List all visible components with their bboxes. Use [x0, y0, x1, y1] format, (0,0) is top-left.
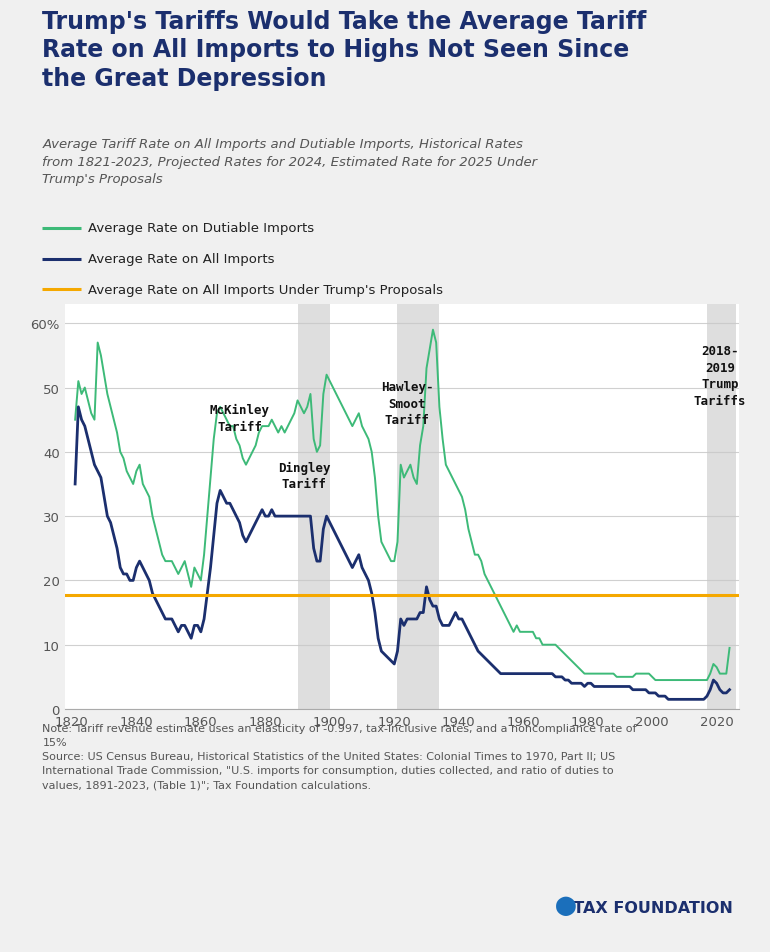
Text: TAX FOUNDATION: TAX FOUNDATION [562, 901, 733, 916]
Bar [397, 305, 440, 709]
Text: Dingley
Tariff: Dingley Tariff [278, 462, 330, 491]
Text: ⬤: ⬤ [555, 896, 578, 916]
Text: 2018-
2019
Trump
Tariffs: 2018- 2019 Trump Tariffs [694, 345, 746, 407]
Text: Average Rate on Dutiable Imports: Average Rate on Dutiable Imports [88, 222, 314, 235]
Text: Average Rate on All Imports: Average Rate on All Imports [88, 253, 275, 266]
Bar [297, 305, 330, 709]
Text: Note: Tariff revenue estimate uses an elasticity of -0.997, tax-inclusive rates,: Note: Tariff revenue estimate uses an el… [42, 724, 637, 789]
Text: McKinley
Tariff: McKinley Tariff [209, 404, 270, 433]
Text: Average Tariff Rate on All Imports and Dutiable Imports, Historical Rates
from 1: Average Tariff Rate on All Imports and D… [42, 138, 537, 186]
Text: Trump's Tariffs Would Take the Average Tariff
Rate on All Imports to Highs Not S: Trump's Tariffs Would Take the Average T… [42, 10, 647, 91]
Text: Average Rate on All Imports Under Trump's Proposals: Average Rate on All Imports Under Trump'… [88, 284, 444, 297]
Bar [707, 305, 736, 709]
Text: Hawley-
Smoot
Tariff: Hawley- Smoot Tariff [381, 381, 434, 426]
